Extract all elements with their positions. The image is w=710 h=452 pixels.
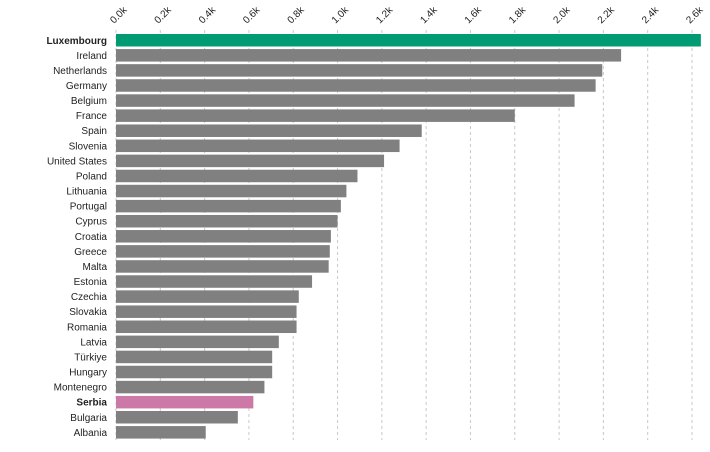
- category-label: Cyprus: [75, 217, 107, 228]
- category-label: Serbia: [76, 398, 107, 409]
- category-label: Ireland: [76, 51, 107, 62]
- category-label: Croatia: [75, 232, 108, 243]
- x-tick-label: 1.0k: [330, 4, 352, 26]
- category-label: Montenegro: [54, 383, 108, 394]
- category-label: Germany: [66, 81, 107, 92]
- bar: [116, 139, 400, 153]
- category-label: Greece: [74, 247, 107, 258]
- bar: [116, 426, 206, 439]
- category-label: Latvia: [80, 337, 107, 348]
- bar: [116, 109, 515, 122]
- bar: [116, 320, 297, 334]
- bar: [116, 350, 273, 364]
- bar: [116, 199, 341, 213]
- x-tick-label: 0.4k: [197, 4, 219, 26]
- category-labels: Luxembourg Ireland Netherlands Germany Belgi…: [46, 36, 107, 439]
- category-label: Slovenia: [69, 141, 108, 152]
- bar: [116, 230, 331, 243]
- category-label: Belgium: [71, 96, 107, 107]
- category-label: Lithuania: [66, 187, 107, 198]
- bar: [116, 64, 603, 77]
- x-tick-label: 0.6k: [241, 4, 263, 26]
- x-tick-label: 2.4k: [640, 4, 662, 26]
- bar: [116, 380, 265, 394]
- bar: [116, 154, 385, 168]
- bars: [116, 34, 701, 439]
- bar: [116, 411, 238, 424]
- x-axis-tick-labels: 0.0k 0.2k 0.4k 0.6k 0.8k 1.0k 1.2k 1.4k 1.6k 1.8k…: [108, 4, 706, 26]
- category-label: France: [76, 111, 108, 122]
- bar: [116, 290, 299, 303]
- category-label: Netherlands: [53, 66, 107, 77]
- x-tick-label: 2.6k: [684, 4, 706, 26]
- category-label: Estonia: [74, 277, 108, 288]
- x-tick-label: 0.0k: [108, 4, 130, 26]
- bar: [116, 245, 330, 258]
- bar: [116, 34, 701, 47]
- category-label: Poland: [76, 171, 107, 182]
- category-label: Bulgaria: [70, 413, 107, 424]
- bar: [116, 305, 297, 318]
- x-tick-label: 1.8k: [507, 4, 529, 26]
- category-label: Romania: [67, 322, 107, 333]
- bar: [116, 184, 347, 198]
- bar: [116, 49, 622, 62]
- x-tick-label: 1.2k: [374, 4, 396, 26]
- category-label: Czechia: [71, 292, 108, 303]
- category-label: Portugal: [70, 202, 107, 213]
- x-tick-label: 0.2k: [153, 4, 175, 26]
- category-label: Slovakia: [69, 307, 107, 318]
- bar: [116, 335, 279, 349]
- bar: [116, 275, 313, 288]
- category-label: Luxembourg: [46, 36, 107, 47]
- category-label: Malta: [83, 262, 108, 273]
- x-tick-label: 1.4k: [418, 4, 440, 26]
- x-tick-label: 1.6k: [463, 4, 485, 26]
- x-tick-label: 0.8k: [286, 4, 308, 26]
- x-tick-label: 2.0k: [551, 4, 573, 26]
- bar: [116, 79, 596, 92]
- x-tick-label: 2.2k: [596, 4, 618, 26]
- bar: [116, 169, 358, 183]
- bar: [116, 124, 422, 137]
- category-label: Spain: [81, 126, 107, 137]
- bar: [116, 395, 254, 409]
- bar: [116, 260, 329, 273]
- category-label: Türkiye: [74, 352, 107, 363]
- category-label: United States: [47, 156, 107, 167]
- bar: [116, 94, 575, 107]
- bar: [116, 365, 273, 379]
- category-label: Hungary: [69, 368, 107, 379]
- bar: [116, 214, 338, 228]
- category-label: Albania: [74, 428, 108, 439]
